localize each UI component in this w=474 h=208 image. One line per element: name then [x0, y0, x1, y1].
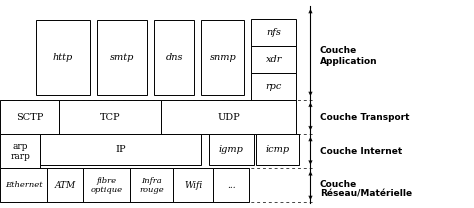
Text: Ethernet: Ethernet	[5, 181, 43, 189]
FancyBboxPatch shape	[0, 168, 47, 202]
Text: xdr: xdr	[265, 55, 282, 64]
Text: IP: IP	[116, 145, 126, 154]
Text: Couche Internet: Couche Internet	[320, 147, 402, 156]
Text: Infra
rouge: Infra rouge	[139, 177, 164, 194]
FancyBboxPatch shape	[130, 168, 173, 202]
FancyBboxPatch shape	[97, 20, 147, 95]
FancyBboxPatch shape	[251, 73, 296, 100]
FancyBboxPatch shape	[0, 100, 59, 134]
Text: icmp: icmp	[265, 145, 289, 154]
FancyBboxPatch shape	[213, 168, 249, 202]
Text: TCP: TCP	[100, 113, 120, 121]
Text: Wifi: Wifi	[184, 181, 202, 190]
Text: Couche Transport: Couche Transport	[320, 113, 410, 122]
FancyBboxPatch shape	[83, 168, 130, 202]
Text: SCTP: SCTP	[16, 113, 43, 121]
Text: UDP: UDP	[218, 113, 240, 121]
FancyBboxPatch shape	[36, 20, 90, 95]
FancyBboxPatch shape	[173, 168, 213, 202]
Text: smtp: smtp	[110, 53, 134, 62]
Text: dns: dns	[165, 53, 183, 62]
Text: Couche
Application: Couche Application	[320, 46, 378, 66]
Text: ATM: ATM	[55, 181, 76, 190]
Text: rpc: rpc	[265, 82, 282, 91]
Text: igmp: igmp	[219, 145, 244, 154]
FancyBboxPatch shape	[251, 19, 296, 46]
Text: nfs: nfs	[266, 28, 281, 37]
Text: Couche
Réseau/Matérielle: Couche Réseau/Matérielle	[320, 180, 412, 199]
FancyBboxPatch shape	[201, 20, 244, 95]
FancyBboxPatch shape	[0, 134, 40, 168]
FancyBboxPatch shape	[47, 168, 83, 202]
FancyBboxPatch shape	[154, 20, 194, 95]
Text: snmp: snmp	[210, 53, 236, 62]
FancyBboxPatch shape	[256, 134, 299, 165]
Text: fibre
optique: fibre optique	[91, 177, 123, 194]
FancyBboxPatch shape	[209, 134, 254, 165]
FancyBboxPatch shape	[251, 46, 296, 73]
FancyBboxPatch shape	[161, 100, 296, 134]
Text: ...: ...	[227, 181, 236, 190]
FancyBboxPatch shape	[59, 100, 161, 134]
Text: http: http	[53, 53, 73, 62]
FancyBboxPatch shape	[40, 134, 201, 165]
Text: arp
rarp: arp rarp	[10, 142, 30, 161]
